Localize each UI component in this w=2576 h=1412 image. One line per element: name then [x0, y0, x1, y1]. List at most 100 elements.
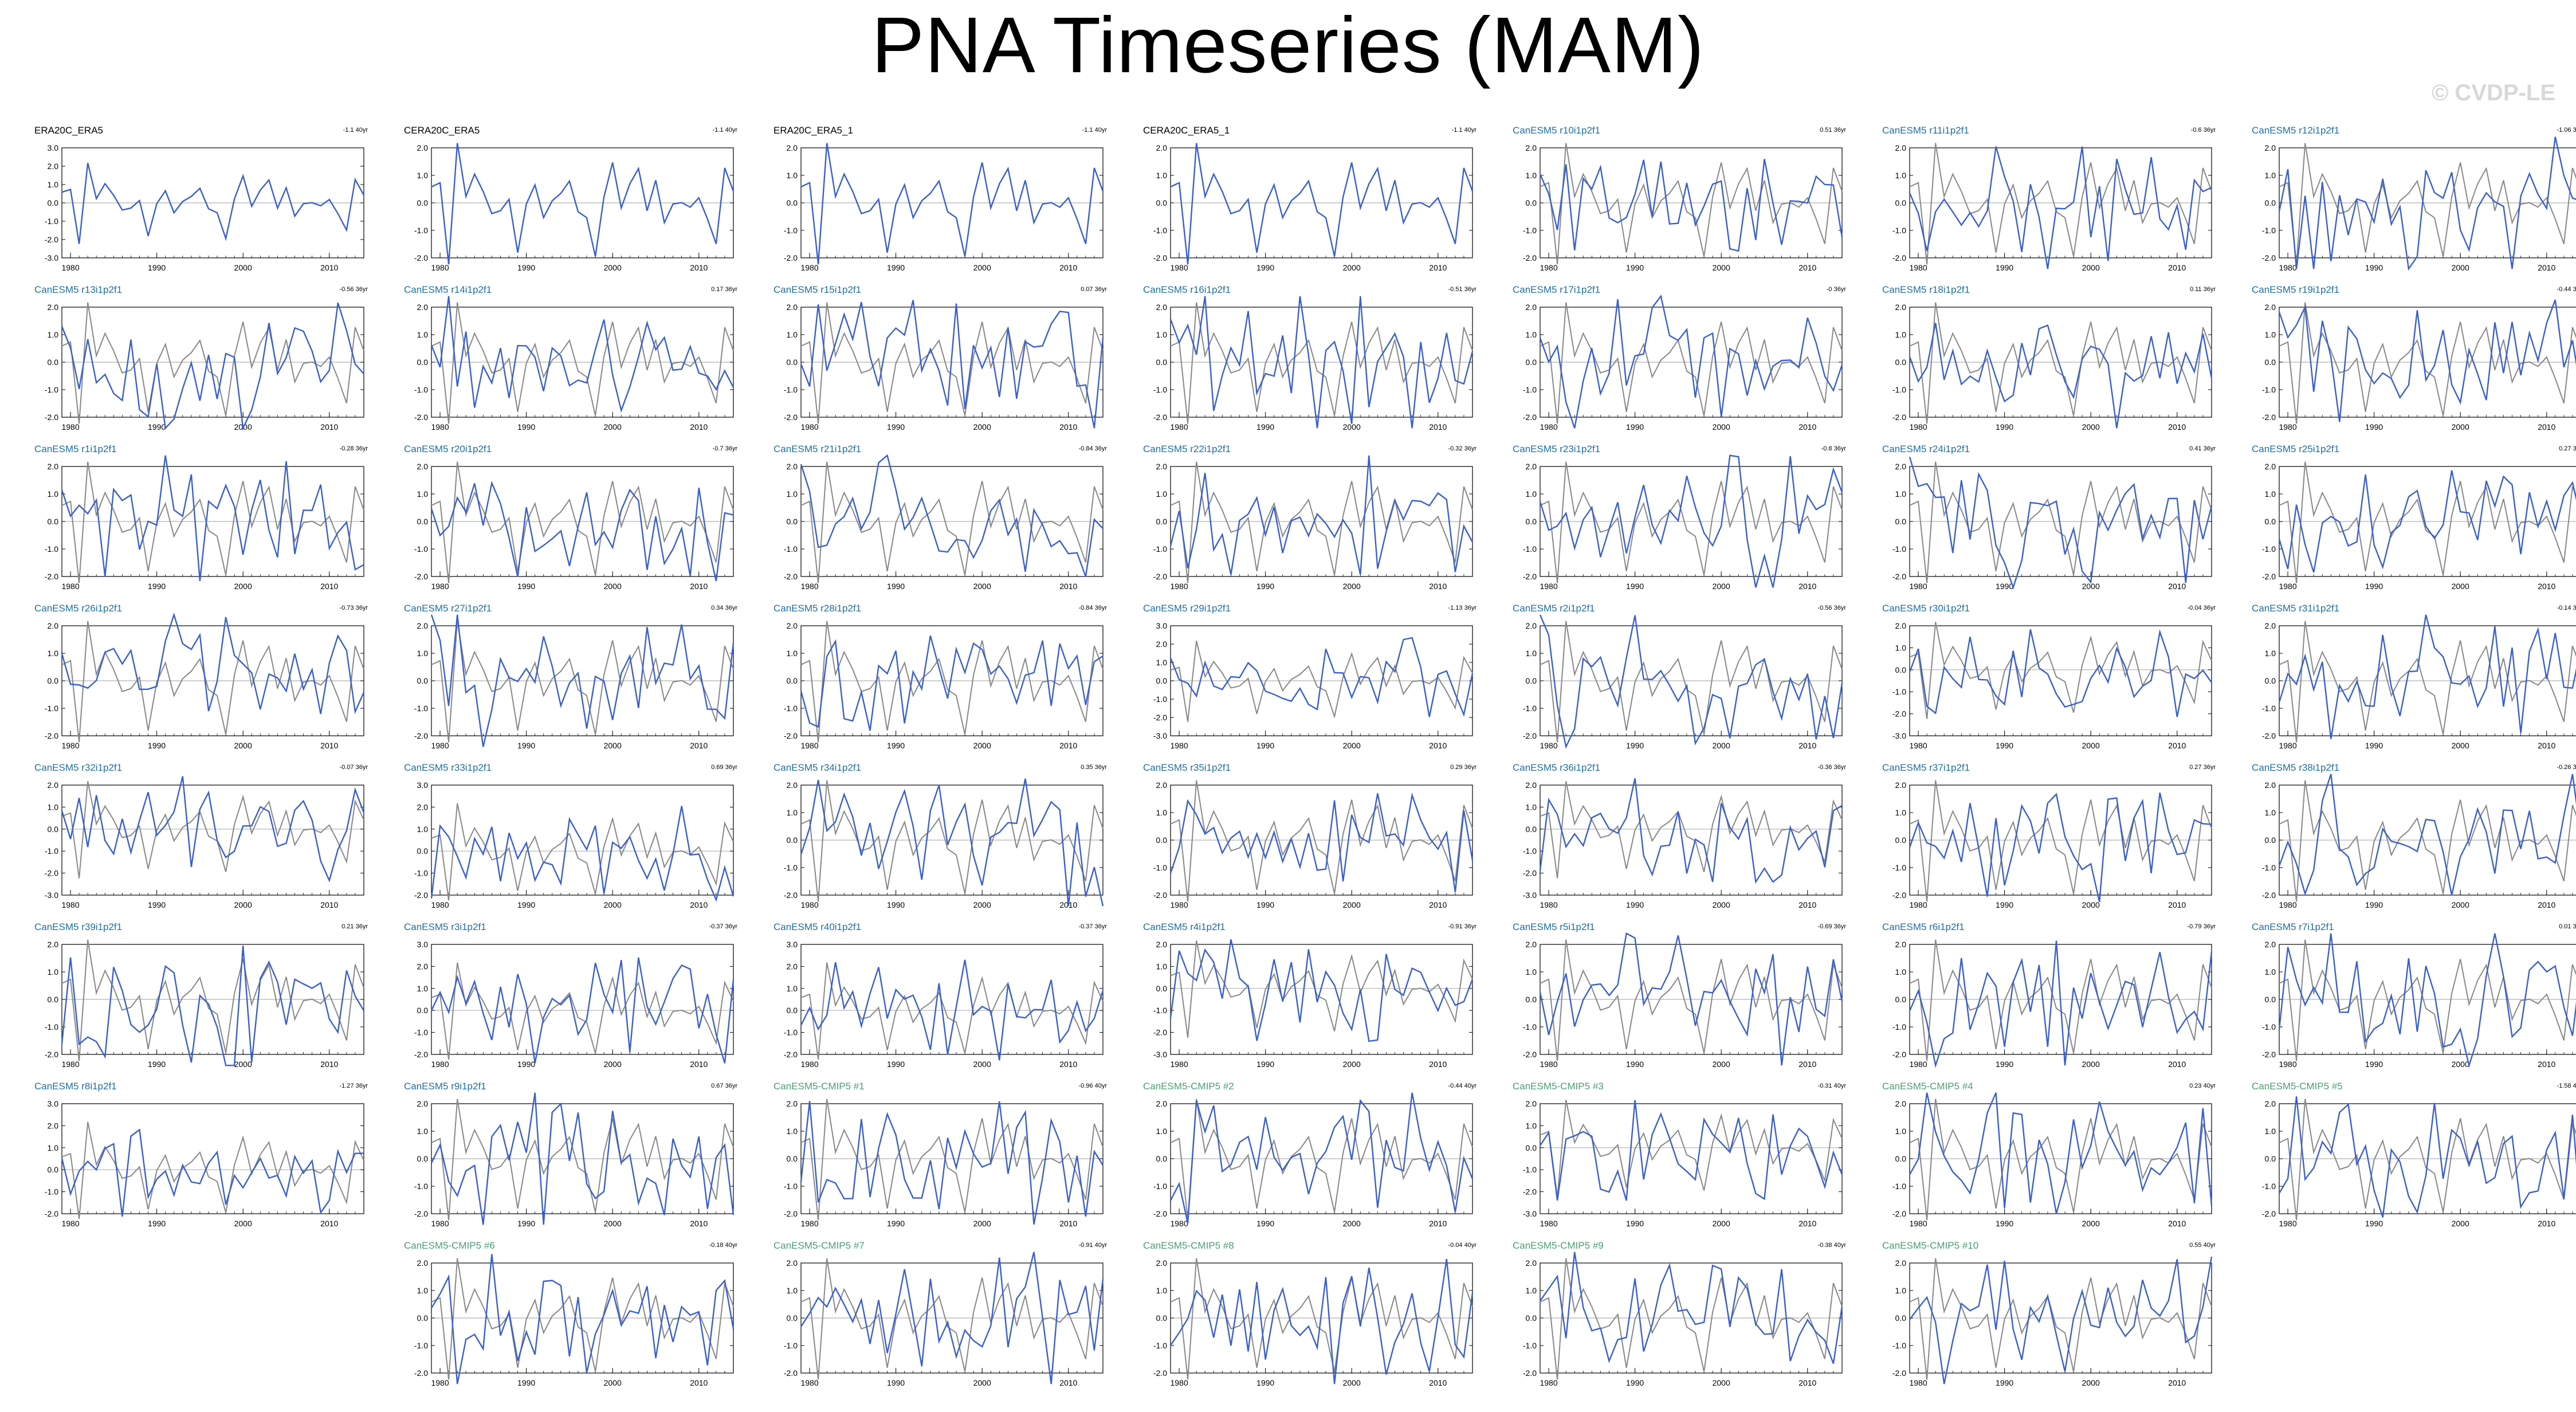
x-tick-label: 1990 [1626, 582, 1644, 591]
plot-frame [800, 944, 1104, 1055]
x-tick-label: 2000 [1343, 900, 1361, 909]
y-tick-label: 1.0 [1156, 171, 1168, 180]
timeseries-panel: CanESM5 r29i1p2f1 -1.13 36yr 3.0 2.0 1.0 0.0 -… [1143, 603, 1477, 758]
model-series-line [1170, 1258, 1474, 1384]
x-tick-label: 1990 [1626, 263, 1644, 272]
x-tick-label: 1990 [148, 263, 166, 272]
model-series-line [1539, 778, 1843, 884]
x-tick-label: 1990 [517, 263, 535, 272]
plot-frame [1540, 1103, 1843, 1214]
x-tick-label: 1990 [1996, 1378, 2013, 1387]
panel-trend: -0.56 36yr [1817, 605, 1846, 611]
x-tick-label: 1980 [431, 1219, 449, 1228]
y-tick-label: -2.0 [45, 413, 58, 422]
panel-trend: -0.32 36yr [1448, 445, 1477, 452]
y-tick-label: -3.0 [1892, 731, 1906, 740]
y-tick-label: -1.0 [1523, 846, 1537, 856]
timeseries-panel: CanESM5 r36i1p2f1 -0.36 36yr 2.0 1.0 0.0 -1.0… [1513, 762, 1846, 917]
panel-title: CanESM5 r2i1p2f1 [1513, 603, 1595, 614]
observed-series-line [2279, 1099, 2576, 1221]
y-tick-label: 2.0 [1895, 462, 1907, 471]
timeseries-panel: CanESM5 r38i1p2f1 -0.26 36yr 2.0 1.0 0.0 -1.0… [2252, 762, 2576, 917]
y-tick-label: 0.0 [417, 517, 429, 526]
x-tick-label: 2010 [1429, 900, 1447, 909]
y-tick-label: -2.0 [1892, 572, 1906, 581]
observed-series-line [1540, 1258, 1843, 1380]
x-tick-label: 2000 [2452, 741, 2469, 750]
y-tick-label: 3.0 [1156, 621, 1168, 630]
panel-title: CanESM5 r26i1p2f1 [34, 603, 123, 614]
timeseries-panel: CanESM5 r1i1p2f1 -0.28 36yr 2.0 1.0 0.0 -1.0 -… [34, 444, 368, 598]
x-tick-label: 1990 [2365, 1219, 2383, 1228]
y-tick-label: 1.0 [48, 489, 59, 499]
y-tick-label: 1.0 [787, 489, 798, 499]
y-tick-label: -1.0 [2262, 1182, 2276, 1191]
x-tick-label: 2010 [320, 582, 338, 591]
x-tick-label: 2000 [1343, 1060, 1361, 1069]
observed-series-line [61, 1121, 364, 1219]
model-series-line [1909, 1092, 2213, 1214]
y-tick-label: 1.0 [1156, 489, 1168, 499]
panel-title: CanESM5 r22i1p2f1 [1143, 444, 1231, 454]
x-tick-label: 1980 [1170, 1060, 1188, 1069]
y-tick-label: 2.0 [2265, 143, 2276, 152]
model-series-line [2278, 136, 2576, 271]
panel-title: ERA20C_ERA5 [34, 125, 104, 136]
panel-title: CanESM5 r10i1p2f1 [1513, 125, 1601, 136]
y-tick-label: -2.0 [784, 413, 798, 422]
y-tick-label: -2.0 [784, 891, 798, 900]
y-tick-label: -1.0 [1523, 385, 1537, 394]
y-tick-label: -2.0 [1892, 1050, 1906, 1059]
x-tick-label: 2000 [2452, 582, 2469, 591]
y-tick-label: 1.0 [787, 330, 798, 339]
y-tick-label: 1.0 [417, 171, 429, 180]
x-tick-label: 2010 [690, 1219, 708, 1228]
y-tick-label: 0.0 [1526, 995, 1537, 1004]
y-tick-label: 1.0 [2265, 489, 2276, 499]
x-tick-label: 2010 [2168, 1060, 2186, 1069]
x-tick-label: 1990 [148, 1219, 166, 1228]
x-tick-label: 2000 [1343, 263, 1361, 272]
x-tick-label: 2000 [604, 1219, 622, 1228]
y-tick-label: 0.0 [2265, 836, 2276, 845]
observed-series-line [1170, 780, 1473, 902]
x-tick-label: 1990 [1626, 1219, 1644, 1228]
observed-series-line [1170, 940, 1473, 1038]
x-tick-label: 2000 [1713, 1378, 1730, 1387]
y-tick-label: 2.0 [48, 940, 59, 949]
y-tick-label: 0.0 [787, 676, 798, 685]
panel-trend: 0.21 36yr [341, 923, 368, 930]
y-tick-label: 0.0 [48, 1165, 59, 1174]
y-tick-label: 2.0 [48, 1121, 59, 1130]
x-tick-label: 1980 [61, 422, 79, 432]
y-tick-label: 0.0 [1895, 836, 1907, 845]
x-tick-label: 1980 [1170, 1219, 1188, 1228]
x-tick-label: 2000 [1713, 1219, 1730, 1228]
x-tick-label: 2000 [973, 900, 991, 909]
observed-series-line [1170, 1099, 1473, 1221]
y-tick-label: -1.0 [784, 544, 798, 554]
y-tick-label: 2.0 [787, 303, 798, 312]
y-tick-label: 2.0 [2265, 303, 2276, 312]
panel-title: CanESM5-CMIP5 #1 [773, 1081, 865, 1092]
y-tick-label: 2.0 [48, 303, 59, 312]
y-tick-label: 2.0 [1526, 1258, 1537, 1268]
y-tick-label: 1.0 [2265, 1127, 2276, 1136]
x-tick-label: 2000 [604, 582, 622, 591]
x-tick-label: 1980 [1909, 582, 1927, 591]
x-tick-label: 2000 [1713, 422, 1730, 432]
x-tick-label: 1990 [1626, 741, 1644, 750]
panel-title: CanESM5 r40i1p2f1 [773, 921, 862, 932]
model-series-line [1909, 146, 2212, 269]
y-tick-label: 1.0 [417, 984, 429, 993]
observed-series-line [431, 302, 734, 424]
y-tick-label: 2.0 [417, 621, 429, 630]
y-tick-label: 2.0 [787, 962, 798, 971]
y-tick-label: 1.0 [1526, 1121, 1537, 1130]
